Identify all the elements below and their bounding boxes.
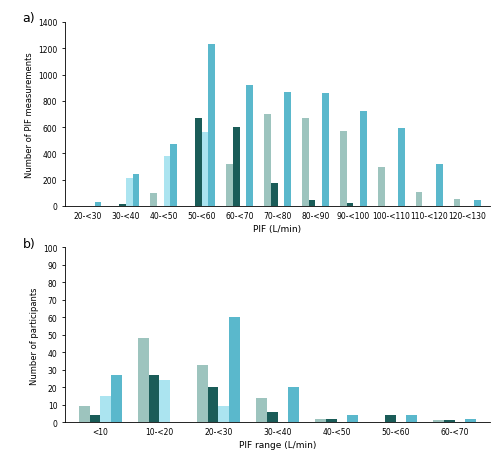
Y-axis label: Number of participants: Number of participants bbox=[30, 286, 38, 384]
Bar bbox=[256, 398, 267, 422]
Bar bbox=[454, 200, 460, 207]
Bar bbox=[267, 412, 278, 422]
Bar bbox=[195, 119, 202, 207]
Bar bbox=[385, 415, 396, 422]
Bar bbox=[346, 204, 354, 207]
Bar bbox=[208, 387, 218, 422]
Bar bbox=[132, 175, 140, 207]
Bar bbox=[164, 157, 170, 207]
Bar bbox=[94, 202, 102, 207]
Bar bbox=[288, 387, 299, 422]
Bar bbox=[202, 133, 208, 207]
Bar bbox=[264, 115, 270, 207]
Bar bbox=[378, 167, 384, 207]
X-axis label: PIF (L/min): PIF (L/min) bbox=[254, 224, 302, 234]
Legend: Patients above 60 L/min, Patients above
and below 60 L/min, Patients below
60 L/: Patients above 60 L/min, Patients above … bbox=[130, 261, 425, 280]
Bar bbox=[434, 420, 444, 422]
Bar bbox=[79, 407, 90, 422]
Bar bbox=[474, 201, 481, 207]
Bar bbox=[340, 132, 346, 207]
Bar bbox=[406, 415, 417, 422]
Bar bbox=[208, 45, 216, 207]
Bar bbox=[246, 86, 253, 207]
Bar bbox=[226, 165, 232, 207]
Bar bbox=[444, 420, 454, 422]
Bar bbox=[119, 205, 126, 207]
Bar bbox=[138, 339, 149, 422]
Bar bbox=[229, 318, 239, 422]
Text: b): b) bbox=[22, 237, 35, 250]
Text: a): a) bbox=[22, 12, 35, 25]
Bar bbox=[360, 112, 367, 207]
Bar bbox=[322, 94, 329, 207]
Bar bbox=[160, 381, 170, 422]
Bar bbox=[170, 145, 177, 207]
Bar bbox=[111, 375, 122, 422]
Bar bbox=[197, 365, 208, 422]
Bar bbox=[284, 93, 291, 207]
Bar bbox=[90, 415, 101, 422]
Bar bbox=[326, 419, 336, 422]
Bar bbox=[465, 419, 476, 422]
Bar bbox=[316, 419, 326, 422]
Bar bbox=[149, 375, 160, 422]
X-axis label: PIF range (L/min): PIF range (L/min) bbox=[239, 440, 316, 449]
Bar bbox=[126, 179, 132, 207]
Y-axis label: Number of PIF measurements: Number of PIF measurements bbox=[25, 52, 34, 178]
Bar bbox=[416, 193, 422, 207]
Bar bbox=[347, 415, 358, 422]
Bar bbox=[150, 193, 157, 207]
Bar bbox=[218, 407, 229, 422]
Bar bbox=[302, 119, 308, 207]
Bar bbox=[436, 165, 443, 207]
Bar bbox=[100, 396, 111, 422]
Bar bbox=[270, 184, 278, 207]
Bar bbox=[308, 201, 316, 207]
Bar bbox=[398, 129, 405, 207]
Bar bbox=[232, 128, 239, 207]
